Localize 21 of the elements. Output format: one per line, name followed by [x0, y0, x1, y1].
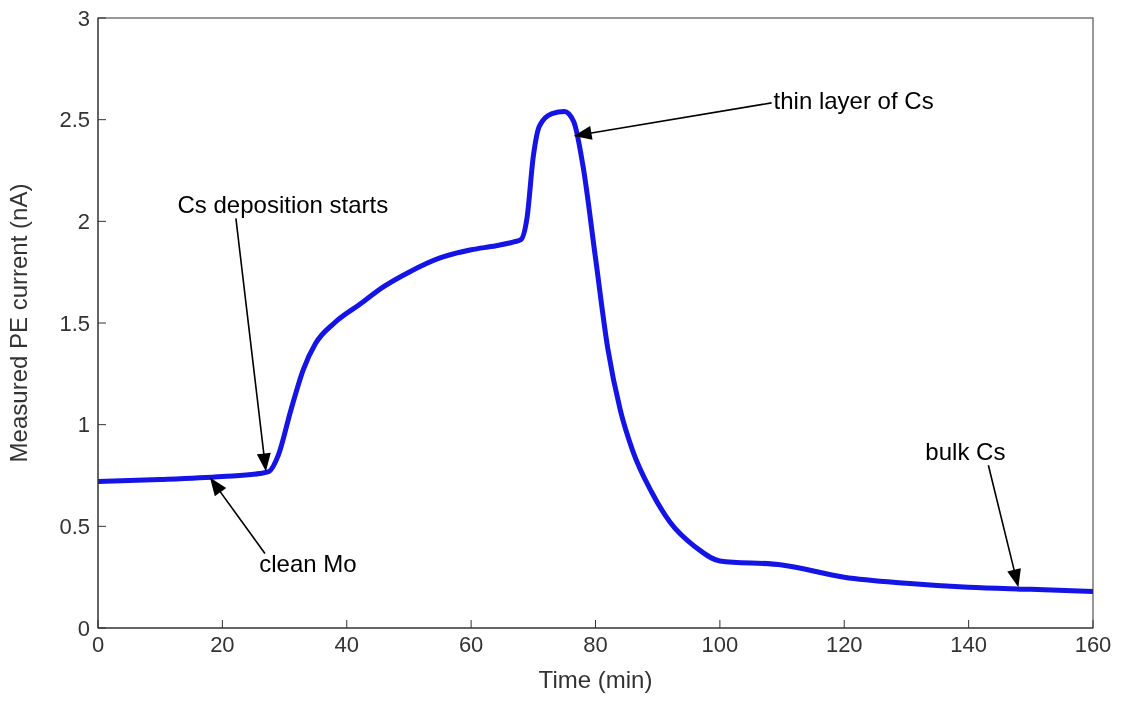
annotation: Cs deposition starts	[177, 190, 389, 218]
x-tick-label: 120	[825, 631, 863, 657]
x-tick-label: 40	[334, 631, 359, 657]
annotation: bulk Cs	[925, 437, 1006, 465]
y-tick-label: 0.5	[59, 514, 90, 540]
annotation: thin layer of Cs	[773, 87, 934, 115]
x-tick-label: 160	[1074, 631, 1112, 657]
y-tick-label: 3	[77, 5, 90, 31]
annotation: clean Mo	[259, 549, 357, 577]
x-tick-label: 60	[458, 631, 484, 657]
x-tick-label: 80	[583, 631, 608, 657]
y-axis-title: Measured PE current (nA)	[4, 183, 32, 463]
x-axis-title: Time (min)	[538, 666, 653, 693]
x-tick-label: 20	[210, 631, 235, 657]
y-tick-label: 1.5	[59, 310, 90, 336]
x-tick-label: 100	[701, 631, 739, 657]
y-tick-label: 2.5	[59, 107, 90, 133]
x-tick-label: 140	[950, 631, 987, 657]
y-tick-label: 2	[77, 209, 90, 235]
y-tick-label: 0	[77, 615, 90, 641]
y-tick-label: 1	[77, 412, 90, 438]
